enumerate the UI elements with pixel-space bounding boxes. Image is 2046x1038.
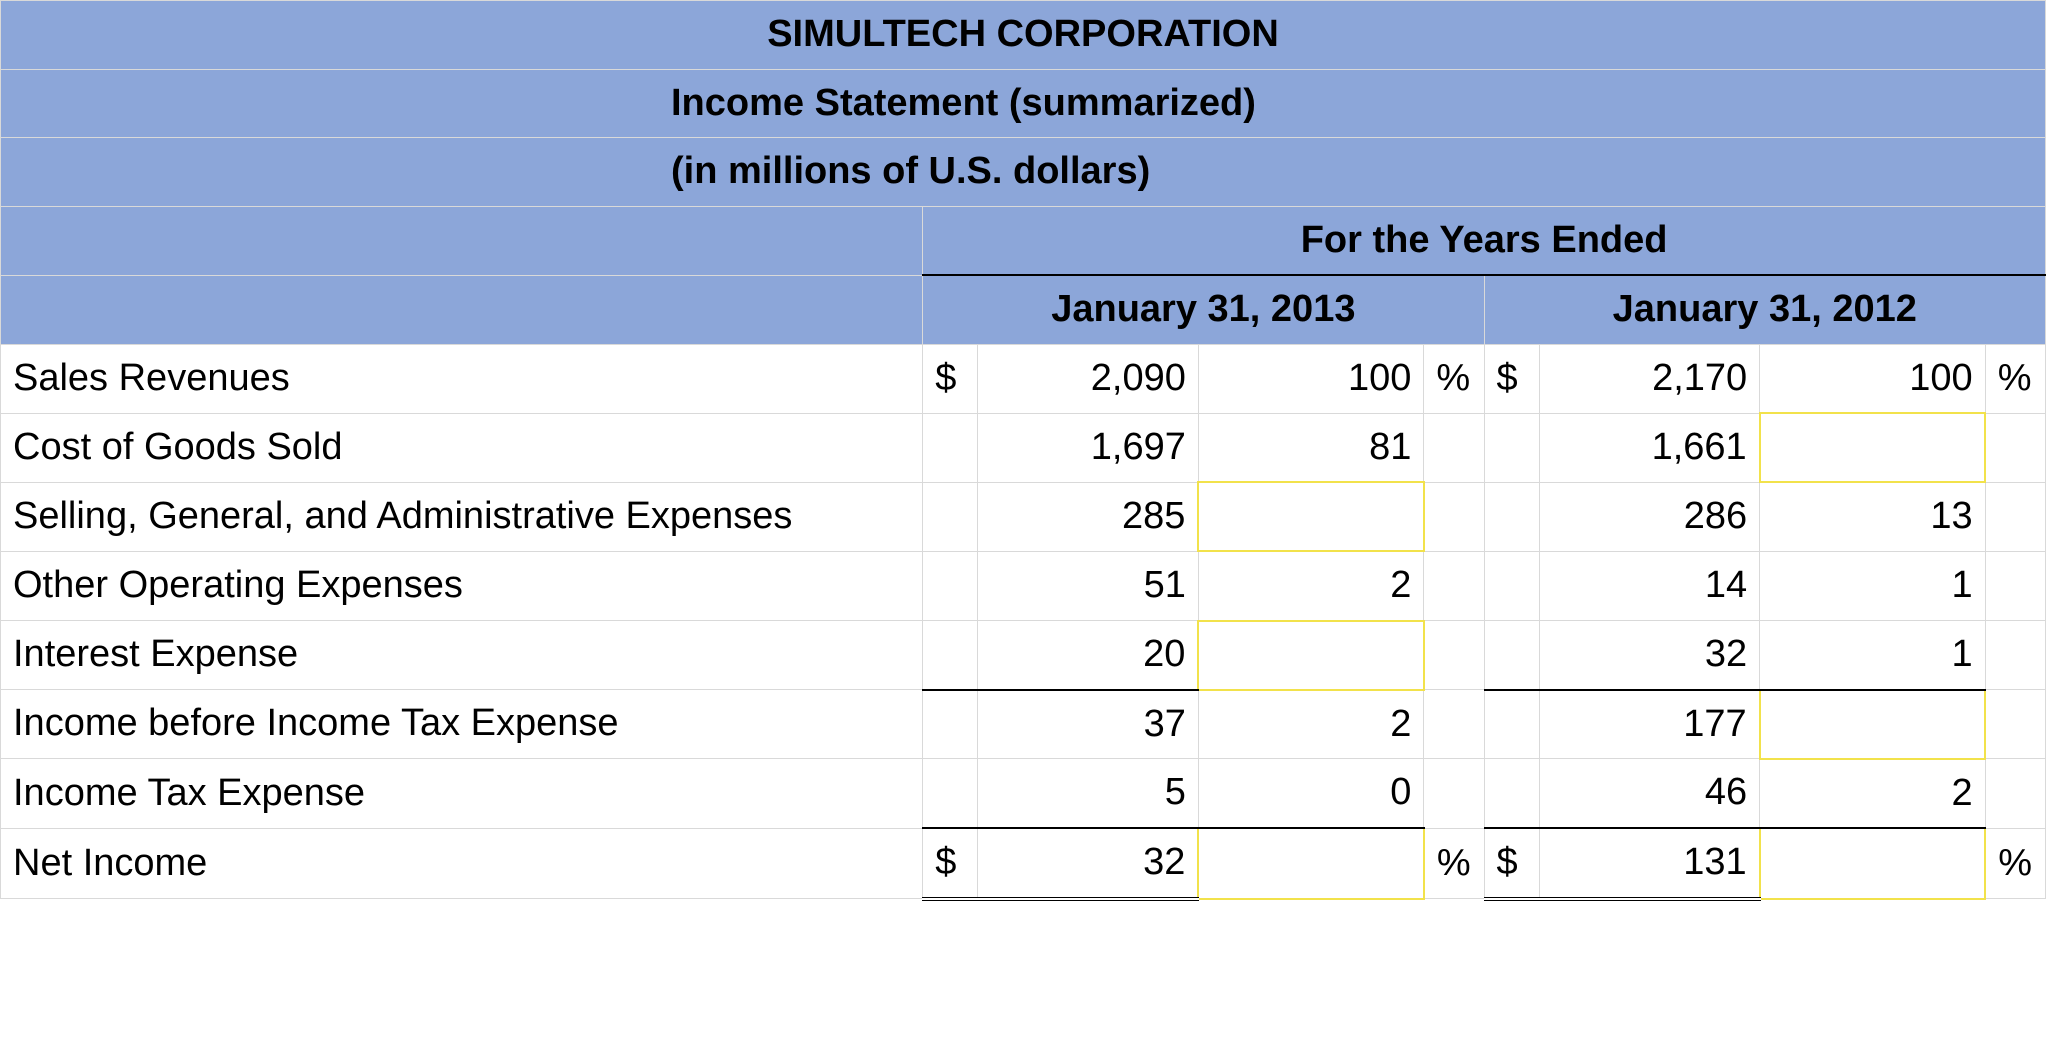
percent-symbol [1424,690,1484,759]
percent-cell: 1 [1760,621,1986,690]
currency-symbol: $ [923,828,978,899]
amount-cell: 46 [1539,759,1760,829]
percent-symbol [1985,413,2045,482]
row-label: Other Operating Expenses [1,551,923,621]
period-labels-row: January 31, 2013 January 31, 2012 [1,275,2046,344]
percent-symbol [1424,482,1484,551]
table-row: Income Tax Expense 5 0 46 2 [1,759,2046,829]
title-row-company: SIMULTECH CORPORATION [1,1,2046,70]
percent-cell: 1 [1760,551,1986,621]
percent-cell: 81 [1198,413,1424,482]
amount-cell: 1,661 [1539,413,1760,482]
statement-units: (in millions of U.S. dollars) [1,138,2046,207]
percent-symbol [1985,759,2045,829]
amount-cell: 20 [978,621,1199,690]
percent-symbol [1985,551,2045,621]
percent-symbol [1424,413,1484,482]
row-label: Interest Expense [1,621,923,690]
currency-symbol: $ [1484,344,1539,413]
currency-symbol [1484,413,1539,482]
currency-symbol [1484,482,1539,551]
amount-cell: 32 [1539,621,1760,690]
table-row: Net Income $ 32 % $ 131 % [1,828,2046,899]
blank-header-cell [1,275,923,344]
amount-cell: 37 [978,690,1199,759]
income-statement-table: SIMULTECH CORPORATION Income Statement (… [0,0,2046,901]
amount-cell: 2,170 [1539,344,1760,413]
percent-cell: 100 [1198,344,1424,413]
company-name: SIMULTECH CORPORATION [1,1,2046,70]
amount-cell: 2,090 [978,344,1199,413]
currency-symbol [923,482,978,551]
percent-symbol [1424,759,1484,829]
statement-title: Income Statement (summarized) [1,69,2046,138]
row-label: Net Income [1,828,923,899]
period-a-label: January 31, 2013 [923,275,1484,344]
amount-cell: 177 [1539,690,1760,759]
percent-input[interactable] [1760,828,1986,899]
currency-symbol [1484,759,1539,829]
percent-cell: 100 [1760,344,1986,413]
table-row: Income before Income Tax Expense 37 2 17… [1,690,2046,759]
table-row: Selling, General, and Administrative Exp… [1,482,2046,551]
amount-cell: 5 [978,759,1199,829]
period-caption: For the Years Ended [923,206,2046,275]
percent-symbol: % [1985,828,2045,899]
currency-symbol [1484,551,1539,621]
percent-cell: 2 [1198,551,1424,621]
percent-symbol: % [1985,344,2045,413]
table-row: Other Operating Expenses 51 2 14 1 [1,551,2046,621]
row-label: Income before Income Tax Expense [1,690,923,759]
currency-symbol [923,551,978,621]
currency-symbol [1484,690,1539,759]
percent-cell: 2 [1198,690,1424,759]
currency-symbol [923,759,978,829]
percent-symbol [1424,621,1484,690]
amount-cell: 32 [978,828,1199,899]
percent-symbol [1424,551,1484,621]
table-row: Sales Revenues $ 2,090 100 % $ 2,170 100… [1,344,2046,413]
percent-cell: 0 [1198,759,1424,829]
currency-symbol [923,413,978,482]
amount-cell: 285 [978,482,1199,551]
percent-cell: 13 [1760,482,1986,551]
currency-symbol [1484,621,1539,690]
period-b-label: January 31, 2012 [1484,275,2045,344]
percent-input[interactable] [1198,828,1424,899]
row-label: Cost of Goods Sold [1,413,923,482]
amount-cell: 131 [1539,828,1760,899]
percent-input[interactable] [1760,413,1986,482]
currency-symbol: $ [923,344,978,413]
percent-input[interactable] [1198,621,1424,690]
amount-cell: 14 [1539,551,1760,621]
row-label: Selling, General, and Administrative Exp… [1,482,923,551]
amount-cell: 1,697 [978,413,1199,482]
percent-symbol [1985,482,2045,551]
amount-cell: 286 [1539,482,1760,551]
percent-cell: 2 [1760,759,1986,829]
title-row-units: (in millions of U.S. dollars) [1,138,2046,207]
percent-symbol [1985,690,2045,759]
percent-symbol [1985,621,2045,690]
table-row: Interest Expense 20 32 1 [1,621,2046,690]
currency-symbol [923,690,978,759]
percent-input[interactable] [1760,690,1986,759]
row-label: Income Tax Expense [1,759,923,829]
currency-symbol [923,621,978,690]
row-label: Sales Revenues [1,344,923,413]
table-row: Cost of Goods Sold 1,697 81 1,661 [1,413,2046,482]
blank-header-cell [1,206,923,275]
percent-input[interactable] [1198,482,1424,551]
title-row-statement: Income Statement (summarized) [1,69,2046,138]
percent-symbol: % [1424,828,1484,899]
percent-symbol: % [1424,344,1484,413]
amount-cell: 51 [978,551,1199,621]
period-caption-row: For the Years Ended [1,206,2046,275]
currency-symbol: $ [1484,828,1539,899]
